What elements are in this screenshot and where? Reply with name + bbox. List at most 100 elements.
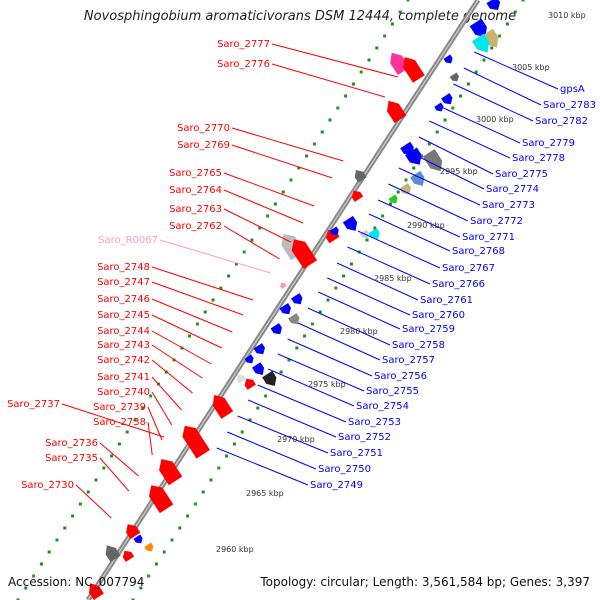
forward-gene bbox=[148, 485, 174, 514]
reverse-gene bbox=[262, 370, 277, 386]
leader-line bbox=[297, 322, 381, 361]
leader-line bbox=[223, 225, 280, 260]
forward-gene bbox=[403, 57, 425, 83]
leader-line bbox=[99, 442, 139, 477]
kbp-ticks: 3010 kbp 3005 kbp 3000 kbp 2995 kbp 2990 kbp… bbox=[216, 11, 586, 554]
gc-dot bbox=[110, 454, 114, 458]
gc-dot bbox=[250, 238, 254, 242]
reverse-gene bbox=[388, 194, 398, 204]
reverse-gene bbox=[253, 343, 265, 355]
gene-label: Saro_2767 bbox=[442, 263, 495, 274]
gc-dot bbox=[258, 226, 262, 230]
leader-line bbox=[151, 391, 173, 426]
gc-dot bbox=[242, 250, 246, 254]
gc-dot bbox=[305, 154, 309, 158]
gc-dot bbox=[297, 166, 301, 170]
kbp-tick-label: 2960 kbp bbox=[216, 545, 254, 554]
gc-dot bbox=[39, 562, 43, 566]
gc-dot bbox=[154, 562, 158, 566]
gc-dot bbox=[396, 190, 400, 194]
gc-dot bbox=[482, 58, 486, 62]
leader-line bbox=[99, 457, 130, 492]
gc-dot bbox=[273, 202, 277, 206]
gene-label: Saro_2752 bbox=[338, 432, 391, 443]
gc-dot bbox=[78, 502, 82, 506]
gene-label: Saro_2779 bbox=[522, 138, 575, 149]
gc-dot bbox=[359, 70, 363, 74]
leader-line bbox=[151, 330, 212, 365]
reverse-gene bbox=[291, 293, 303, 305]
gene-label: Saro_2746 bbox=[97, 294, 150, 305]
gc-dot bbox=[125, 430, 129, 434]
gc-dot bbox=[170, 538, 174, 542]
leader-line bbox=[398, 167, 481, 206]
leader-line bbox=[151, 281, 244, 316]
gc-dot bbox=[326, 298, 330, 302]
gc-dot bbox=[466, 82, 470, 86]
reverse-gene bbox=[359, 229, 369, 239]
forward-gene bbox=[126, 524, 141, 540]
gc-dot bbox=[264, 394, 268, 398]
gene-label: Saro_2737 bbox=[7, 399, 60, 410]
gene-label: Saro_2762 bbox=[169, 221, 222, 232]
reverse-gene bbox=[144, 542, 154, 552]
reverse-gene bbox=[405, 147, 422, 165]
gc-dot bbox=[225, 454, 229, 458]
gc-dot bbox=[349, 262, 353, 266]
reverse-gene bbox=[279, 303, 291, 315]
genome-title: Novosphingobium aromaticivorans DSM 1244… bbox=[83, 9, 517, 24]
reverse-gene bbox=[252, 362, 265, 376]
leader-line bbox=[438, 105, 521, 144]
leader-line bbox=[227, 431, 317, 470]
gene-label: Saro_2744 bbox=[97, 326, 150, 337]
gene-label: Saro_2754 bbox=[356, 401, 409, 412]
leader-line bbox=[147, 421, 153, 456]
gene-label: Saro_2741 bbox=[97, 372, 150, 383]
leader-line bbox=[388, 183, 469, 222]
gene-label: Saro_2770 bbox=[177, 123, 230, 134]
gc-dot bbox=[227, 274, 231, 278]
gc-dot bbox=[513, 10, 517, 14]
leader-line bbox=[247, 399, 337, 438]
gene-label: Saro_2736 bbox=[45, 438, 98, 449]
gene-label: Saro_2773 bbox=[482, 200, 535, 211]
leader-line bbox=[151, 298, 233, 333]
leader-line bbox=[216, 447, 309, 486]
leader-line bbox=[357, 230, 441, 269]
gc-dot bbox=[71, 514, 75, 518]
gc-dot bbox=[281, 190, 285, 194]
gene-label: Saro_2747 bbox=[97, 277, 150, 288]
kbp-tick-label: 2985 kbp bbox=[374, 274, 412, 283]
gc-dot bbox=[139, 586, 143, 590]
gc-dot bbox=[383, 34, 387, 38]
gc-dot bbox=[287, 358, 291, 362]
leader-line bbox=[429, 120, 511, 159]
gc-dot bbox=[193, 502, 197, 506]
gene-label: Saro_2745 bbox=[97, 310, 150, 321]
leader-line bbox=[231, 144, 333, 179]
leader-line bbox=[151, 359, 193, 394]
forward-gene bbox=[351, 190, 364, 202]
gc-dot bbox=[256, 406, 260, 410]
leader-line bbox=[151, 376, 182, 411]
gc-dot bbox=[162, 550, 166, 554]
gene-label: Saro_2776 bbox=[217, 59, 270, 70]
leader-line bbox=[147, 406, 163, 441]
forward-gene bbox=[291, 239, 318, 269]
leader-line bbox=[271, 43, 399, 78]
leader-line bbox=[151, 266, 254, 301]
forward-gene bbox=[386, 100, 407, 124]
gc-dot bbox=[178, 526, 182, 530]
gc-dot bbox=[266, 214, 270, 218]
label-leader-lines bbox=[61, 43, 559, 519]
gc-dot bbox=[375, 46, 379, 50]
gene-label: Saro_2766 bbox=[432, 279, 485, 290]
gc-dot bbox=[373, 226, 377, 230]
leader-line bbox=[223, 172, 315, 207]
gc-dot bbox=[342, 274, 346, 278]
leader-line bbox=[223, 189, 304, 224]
reverse-gene bbox=[270, 323, 282, 335]
reverse-gene bbox=[443, 54, 453, 64]
leader-line bbox=[267, 368, 355, 407]
gc-dot bbox=[234, 262, 238, 266]
